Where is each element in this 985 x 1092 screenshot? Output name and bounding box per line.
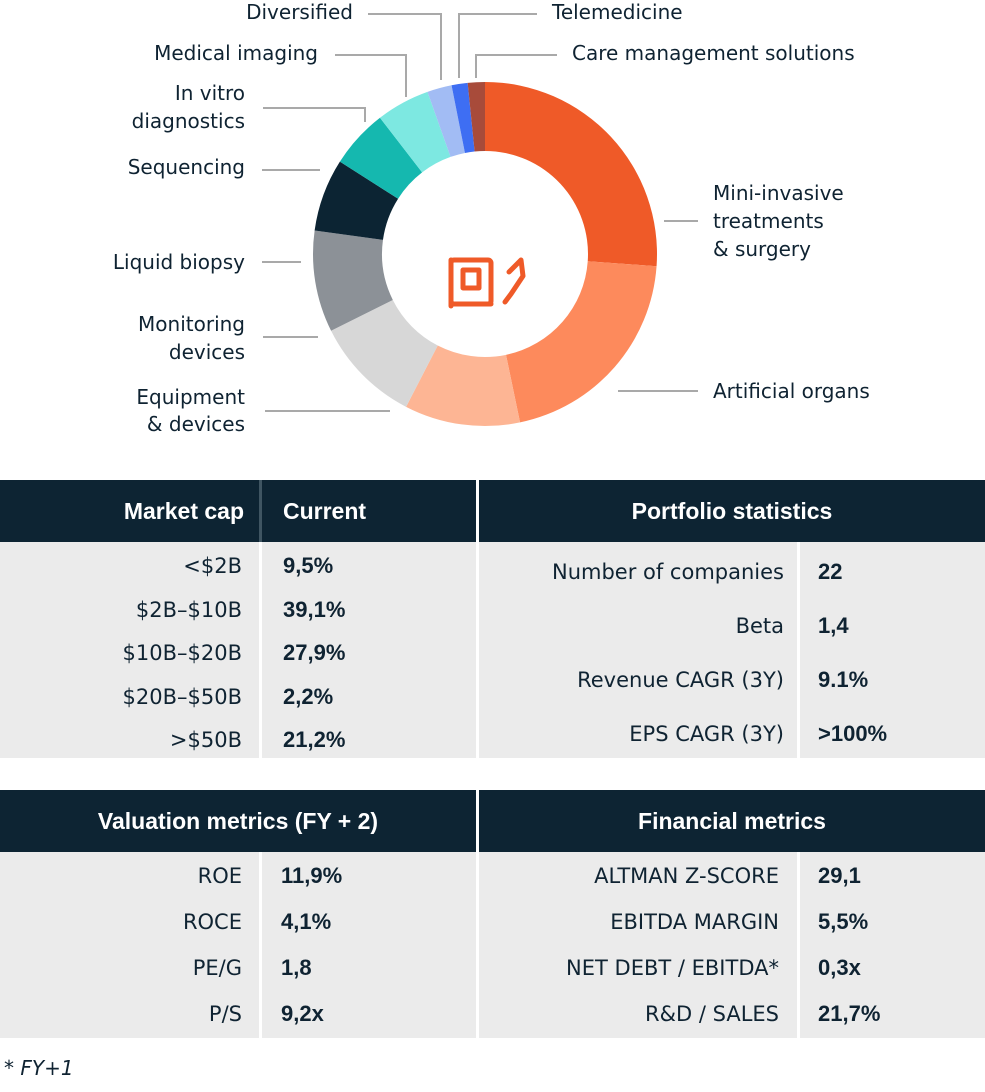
row-label: ALTMAN Z-SCORE xyxy=(594,864,779,888)
column-separator xyxy=(259,852,262,1038)
leader-line xyxy=(335,54,407,97)
slice-label: Mini-invasive treatments & surgery xyxy=(713,181,844,261)
row-label: EBITDA MARGIN xyxy=(610,910,779,934)
donut-slice xyxy=(406,345,521,426)
row-label: >$50B xyxy=(169,728,242,752)
table-row: PE/G 1,8 xyxy=(0,954,476,982)
slice-label: Sequencing xyxy=(128,155,245,179)
donut-slice xyxy=(467,82,485,152)
row-value: 9.1% xyxy=(818,667,869,692)
row-label: <$2B xyxy=(183,554,242,578)
row-label: $20B–$50B xyxy=(122,684,242,709)
donut-slice xyxy=(427,85,465,157)
column-separator xyxy=(797,852,800,1038)
slice-label: Monitoring devices xyxy=(138,312,245,364)
row-value: 9,5% xyxy=(283,553,334,578)
donut-slice xyxy=(314,161,399,240)
footnote: * FY+1 xyxy=(4,1056,74,1080)
row-value: 27,9% xyxy=(283,640,346,665)
slice-label: Diversified xyxy=(246,0,353,24)
row-label: P/S xyxy=(208,1002,242,1026)
table-row: ROE 11,9% xyxy=(0,862,476,890)
market-cap-table: Market cap Current <$2B 9,5% $2B–$10B 39,1%… xyxy=(0,480,476,758)
slice-label: Liquid biopsy xyxy=(113,250,245,274)
donut-slice xyxy=(339,117,423,199)
portfolio-statistics-title: Portfolio statistics xyxy=(631,498,833,524)
row-label: Beta xyxy=(735,614,784,638)
slice-label: In vitro diagnostics xyxy=(132,81,245,133)
table-row: EBITDA MARGIN 5,5% xyxy=(479,908,985,936)
portfolio-statistics-header: Portfolio statistics xyxy=(479,480,985,542)
row-label: R&D / SALES xyxy=(645,1002,779,1026)
row-value: 21,2% xyxy=(283,727,346,752)
table-row: NET DEBT / EBITDA* 0,3x xyxy=(479,954,985,982)
donut-slice xyxy=(485,82,657,267)
financial-metrics-header: Financial metrics xyxy=(479,790,985,852)
table-row: ROCE 4,1% xyxy=(0,908,476,936)
row-value: 2,2% xyxy=(283,683,334,709)
table-row: ALTMAN Z-SCORE 29,1 xyxy=(479,862,985,890)
valuation-metrics-title: Valuation metrics (FY + 2) xyxy=(97,808,379,834)
valuation-metrics-table: Valuation metrics (FY + 2) ROE 11,9% ROCE 4… xyxy=(0,790,476,1038)
row-label: Number of companies xyxy=(551,560,784,584)
slice-label: Medical imaging xyxy=(154,41,318,65)
donut-slice xyxy=(505,261,657,423)
market-cap-header-value: Current xyxy=(283,498,367,524)
row-label: NET DEBT / EBITDA* xyxy=(566,956,779,980)
row-value: >100% xyxy=(818,721,888,746)
table-row: P/S 9,2x xyxy=(0,1000,476,1028)
slice-label: Artificial organs xyxy=(713,379,870,403)
row-label: $2B–$10B xyxy=(135,597,242,622)
row-value: 21,7% xyxy=(818,1001,881,1026)
row-label: PE/G xyxy=(192,956,242,980)
donut-slice xyxy=(313,230,393,331)
donut-slice xyxy=(451,82,475,153)
table-row: $20B–$50B 2,2% xyxy=(0,683,476,711)
leader-line xyxy=(458,13,537,78)
header-divider xyxy=(259,480,262,542)
portfolio-statistics-table: Portfolio statistics Number of companies… xyxy=(479,480,985,758)
valuation-metrics-header: Valuation metrics (FY + 2) xyxy=(0,790,476,852)
column-separator xyxy=(797,542,800,758)
slice-label: Equipment & devices xyxy=(136,385,245,436)
row-value: 29,1 xyxy=(818,863,861,888)
leader-line xyxy=(475,54,557,78)
financial-metrics-table: Financial metrics ALTMAN Z-SCORE 29,1 EBIT… xyxy=(479,790,985,1038)
table-row: <$2B 9,5% xyxy=(0,552,476,580)
donut-slice xyxy=(379,91,451,173)
row-value: 1,8 xyxy=(281,955,312,980)
row-label: Revenue CAGR (3Y) xyxy=(577,668,784,692)
hand-chip-icon xyxy=(448,195,526,309)
table-row: EPS CAGR (3Y) >100% xyxy=(479,720,985,748)
slice-label: Care management solutions xyxy=(572,41,855,65)
row-label: ROE xyxy=(197,864,242,888)
table-row: Revenue CAGR (3Y) 9.1% xyxy=(479,666,985,694)
row-label: ROCE xyxy=(182,910,242,934)
row-value: 5,5% xyxy=(818,909,869,934)
row-value: 1,4 xyxy=(818,613,849,638)
market-cap-header-key: Market cap xyxy=(123,498,244,524)
table-row: Number of companies 22 xyxy=(479,558,985,586)
table-row: >$50B 21,2% xyxy=(0,726,476,754)
row-value: 22 xyxy=(818,559,843,584)
row-label: EPS CAGR (3Y) xyxy=(629,722,784,746)
table-row: Beta 1,4 xyxy=(479,612,985,640)
table-row: R&D / SALES 21,7% xyxy=(479,1000,985,1028)
financial-metrics-title: Financial metrics xyxy=(638,808,826,834)
leader-line xyxy=(263,107,366,122)
column-separator xyxy=(259,542,262,758)
leader-line xyxy=(368,13,442,80)
market-cap-header: Market cap Current xyxy=(0,480,476,542)
row-value: 9,2x xyxy=(281,1001,324,1026)
row-value: 39,1% xyxy=(283,596,346,622)
slice-label: Telemedicine xyxy=(551,0,683,24)
row-label: $10B–$20B xyxy=(122,641,242,665)
sector-donut-chart: Mini-invasive treatments & surgery Artifici… xyxy=(113,0,870,436)
donut-slice xyxy=(331,299,438,407)
row-value: 0,3x xyxy=(818,955,861,980)
table-row: $2B–$10B 39,1% xyxy=(0,596,476,624)
row-value: 11,9% xyxy=(281,863,343,888)
row-value: 4,1% xyxy=(281,909,332,934)
table-row: $10B–$20B 27,9% xyxy=(0,639,476,667)
